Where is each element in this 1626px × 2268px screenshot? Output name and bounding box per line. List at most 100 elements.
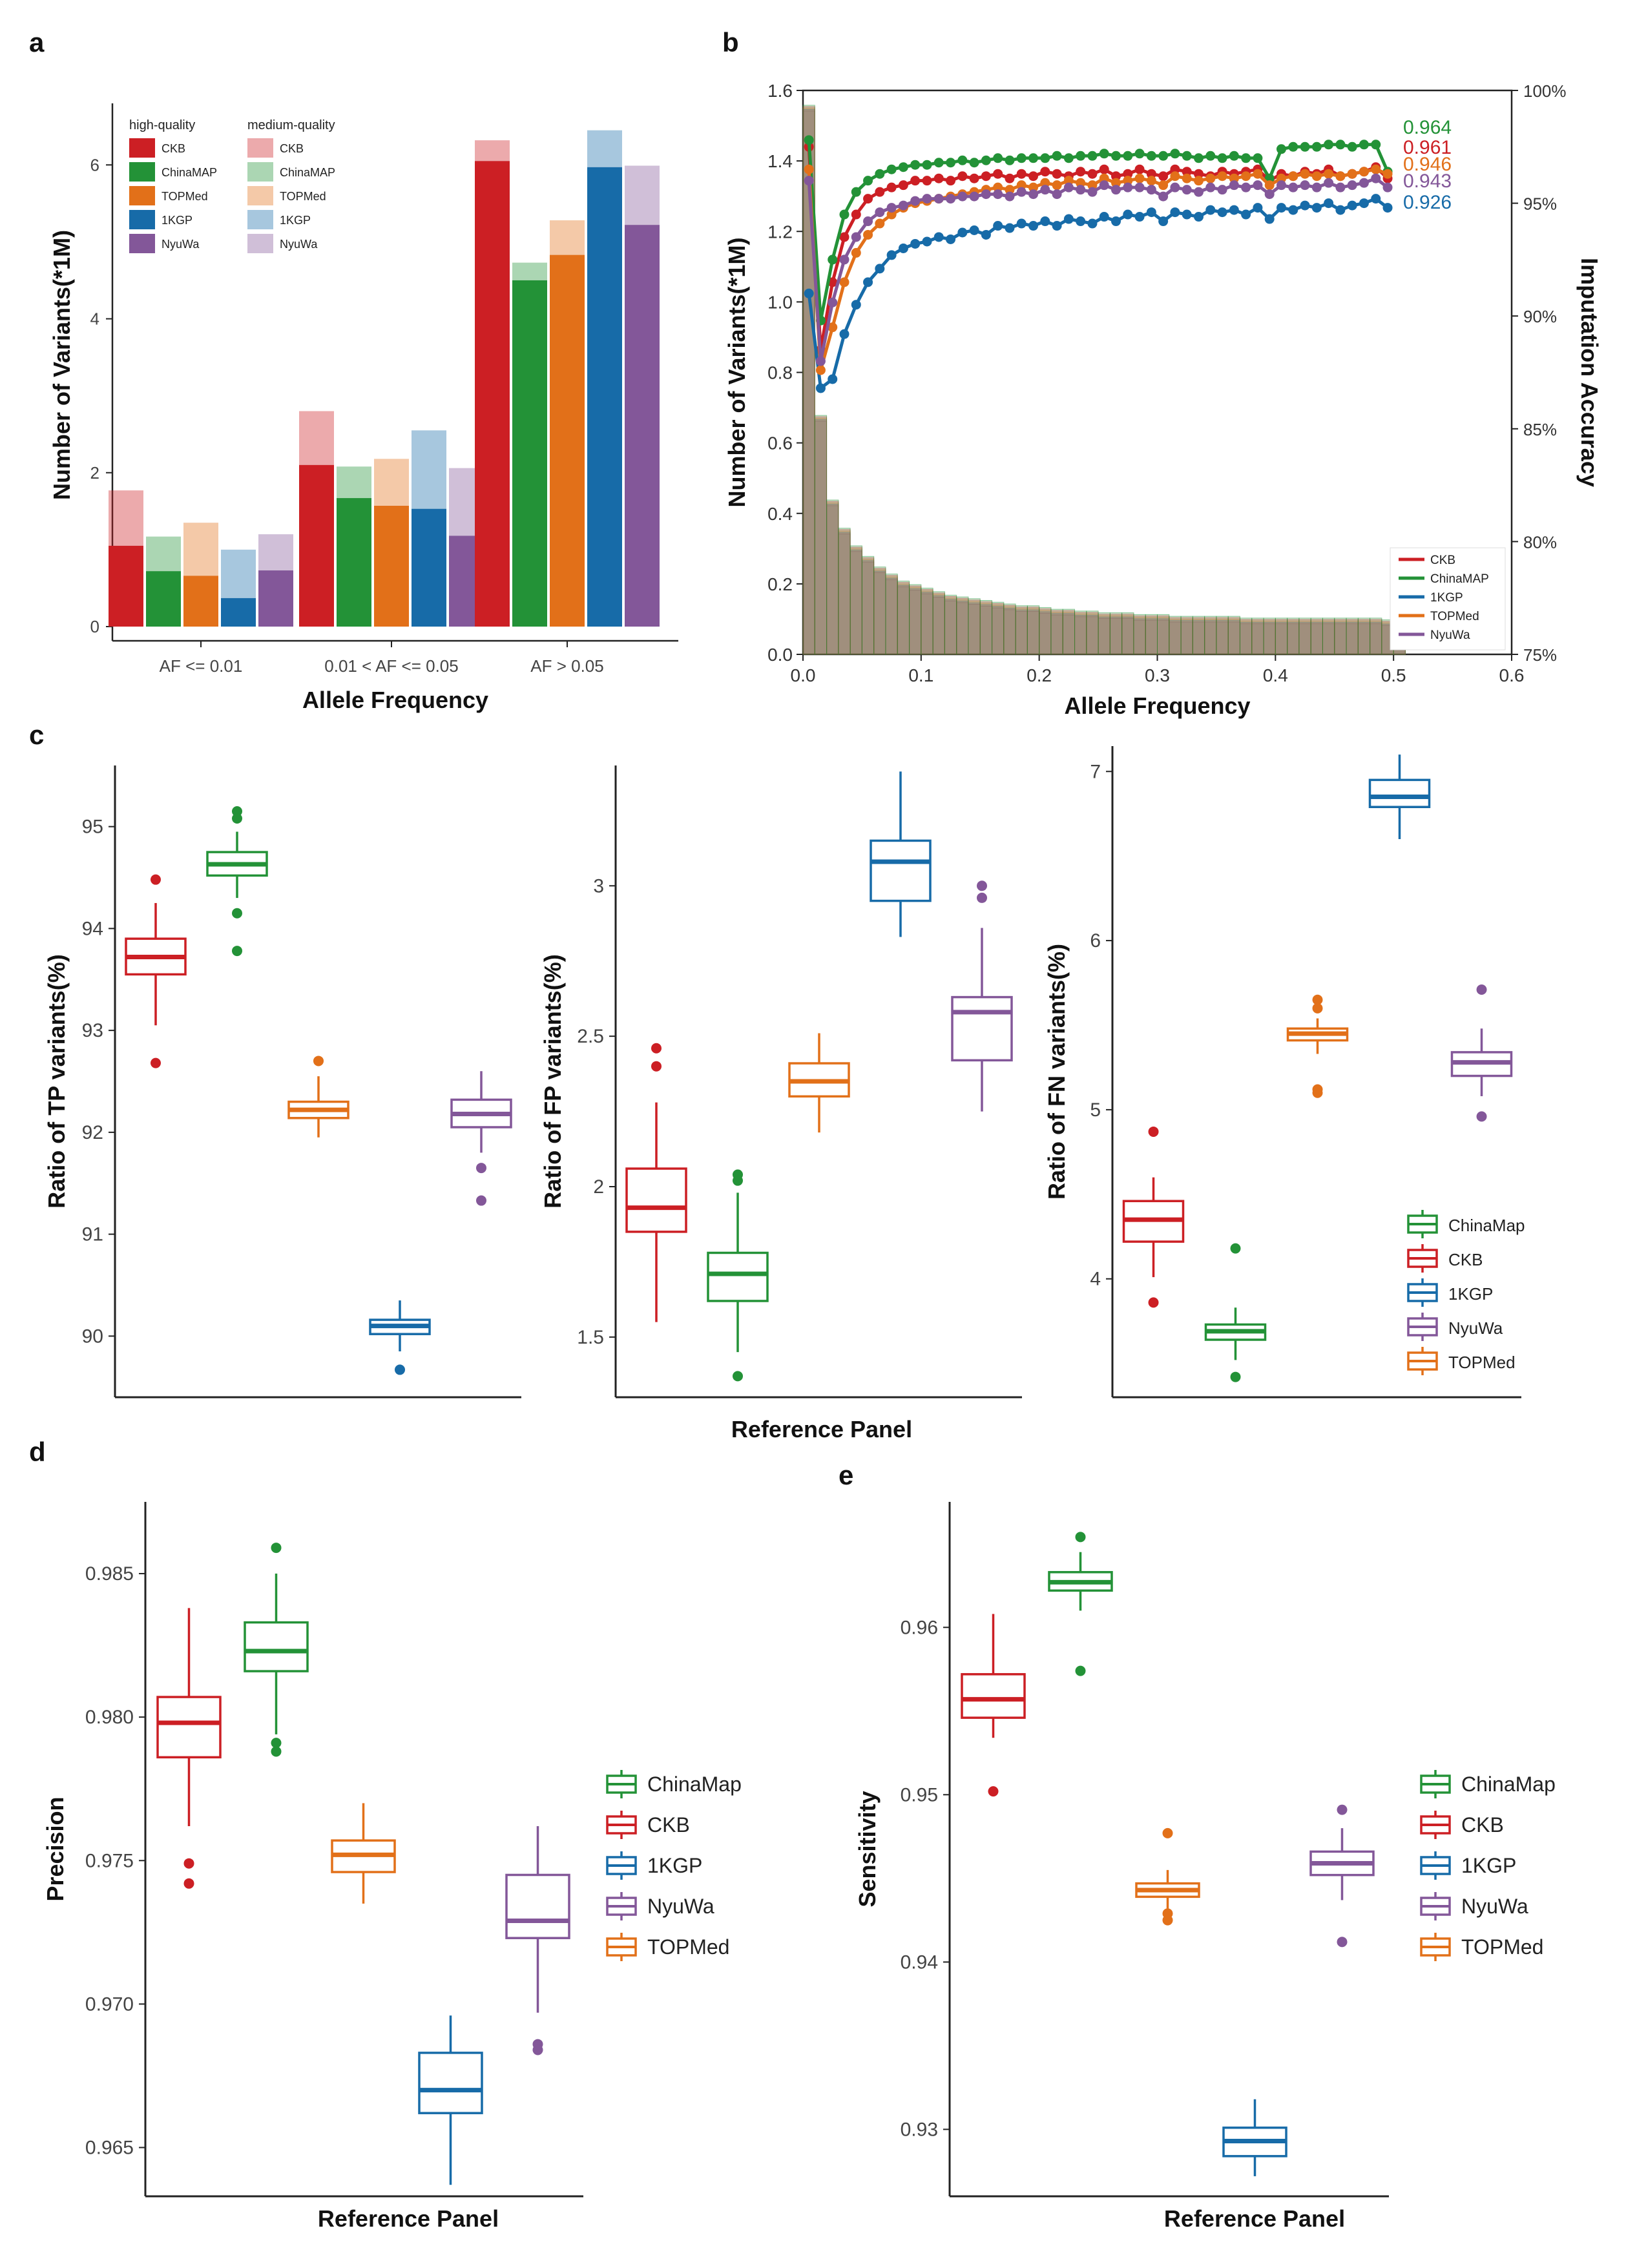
a-legend-swatch-medium <box>247 234 273 253</box>
a-legend-label-medium: 1KGP <box>280 214 311 227</box>
b-hist-bar <box>1180 616 1193 655</box>
b-point <box>815 365 826 375</box>
b-point <box>1276 180 1286 191</box>
c1-outlier <box>476 1163 486 1174</box>
panels-layer: a b c d e 0 2 4 6 AF <= 0.01 0.01 < AF <= 0.05 AF >… <box>29 27 1603 2232</box>
b-hist-bar <box>968 598 981 655</box>
b-point <box>863 277 873 287</box>
b-point <box>1288 205 1298 215</box>
c1-y-tick-label: 90 <box>82 1326 103 1347</box>
panel-a: 0 2 4 6 AF <= 0.01 0.01 < AF <= 0.05 AF > 0.05… <box>48 103 678 713</box>
a-bar-high-quality <box>475 161 510 627</box>
b-point <box>1170 164 1180 174</box>
b-point <box>1016 169 1027 179</box>
c2-outlier <box>977 880 987 891</box>
b-point <box>910 238 921 249</box>
b-point <box>1182 209 1192 220</box>
c2-x-axis-title: Reference Panel <box>731 1416 912 1442</box>
b-point <box>1063 176 1074 186</box>
b-point <box>1311 182 1322 192</box>
b-point <box>1076 178 1086 188</box>
b-hist-bar <box>897 581 910 655</box>
c2-y-tick-label: 3 <box>593 875 604 897</box>
c3-legend-label: 1KGP <box>1448 1284 1493 1304</box>
b-point <box>1040 178 1050 188</box>
c3-outlier <box>1148 1297 1159 1308</box>
c2: 1.5 2 2.5 3 Reference Panel Ratio of FP varia… <box>539 765 1022 1442</box>
b-point <box>875 187 885 197</box>
b-point <box>1324 178 1334 188</box>
b-point <box>1063 182 1074 192</box>
e-outlier <box>1337 1804 1348 1815</box>
b-hist-bar <box>944 594 957 655</box>
d-box-1KGP <box>418 2052 483 2114</box>
b-hist-bar <box>1086 610 1099 655</box>
d-box-ChinaMap <box>244 1621 309 1672</box>
b-point <box>1300 200 1310 211</box>
b-point <box>804 176 814 186</box>
b-hist-bar <box>1192 616 1205 655</box>
b-point <box>1123 176 1133 186</box>
c3-outlier <box>1312 1087 1323 1098</box>
b-hist-bar <box>1322 618 1335 655</box>
d-y-axis-title: Precision <box>42 1796 68 1901</box>
e-y-tick-label: 0.96 <box>901 1617 938 1638</box>
b-point <box>1099 173 1109 183</box>
d-outlier <box>183 1878 194 1889</box>
b-end-label: 0.946 <box>1403 154 1452 175</box>
b-point <box>875 264 885 274</box>
b-point <box>1134 212 1145 222</box>
c3-y-tick-label: 7 <box>1090 761 1101 782</box>
c3-legend-label: CKB <box>1448 1250 1483 1269</box>
b-point <box>1217 207 1227 218</box>
b-point <box>1347 180 1357 191</box>
b-point <box>1170 171 1180 182</box>
b-end-label: 0.964 <box>1403 117 1452 138</box>
b-hist-bar <box>1216 616 1229 655</box>
b-point <box>1324 169 1334 179</box>
d-box-NyuWa <box>505 1873 570 1939</box>
b-point <box>910 176 921 186</box>
b-point <box>1028 182 1039 192</box>
b-hist-bar <box>1334 618 1347 655</box>
b-point <box>863 216 873 227</box>
b-point <box>1382 182 1393 192</box>
a-y-tick-label: 6 <box>90 155 99 174</box>
panel-letter-a: a <box>29 27 45 57</box>
b-hist-bar <box>838 528 851 655</box>
b-point <box>969 191 979 202</box>
b-y-tick-label: 1.2 <box>767 222 793 242</box>
b-point <box>1205 182 1216 192</box>
c2-box-ChinaMAP <box>707 1251 769 1302</box>
b-point <box>815 356 826 366</box>
c1-y-tick-label: 94 <box>82 918 103 939</box>
a-bar-high-quality <box>183 576 218 627</box>
b-point <box>1347 169 1357 179</box>
a-legend-swatch-high <box>129 138 155 158</box>
b-y-tick-label: 1.6 <box>767 81 793 101</box>
b-point <box>1005 155 1015 165</box>
b-hist-bar <box>1227 616 1240 655</box>
c2-y-tick-label: 1.5 <box>577 1327 604 1348</box>
a-bar-high-quality <box>550 255 585 627</box>
b-point <box>863 176 873 186</box>
b-end-label: 0.926 <box>1403 192 1452 213</box>
b-hist-bar <box>1239 618 1253 655</box>
b-y2-tick-label: 100% <box>1523 81 1567 101</box>
b-point <box>1371 194 1381 204</box>
a-bar-high-quality <box>412 508 446 627</box>
b-point <box>1182 151 1192 161</box>
b-hist-bar <box>1121 612 1134 655</box>
b-hist-bar <box>1310 618 1323 655</box>
b-point <box>828 297 838 307</box>
c1-y-tick-label: 95 <box>82 817 103 838</box>
b-point <box>1205 151 1216 161</box>
e-legend-label: TOPMed <box>1461 1935 1543 1959</box>
b-point <box>946 194 956 204</box>
b-point <box>1253 203 1263 213</box>
c1-outlier <box>232 813 242 824</box>
b-point <box>898 162 908 172</box>
e-y-axis-title: Sensitivity <box>854 1791 881 1907</box>
b-y-tick-label: 1.0 <box>767 292 793 312</box>
b-x-axis-title: Allele Frequency <box>1064 692 1250 719</box>
